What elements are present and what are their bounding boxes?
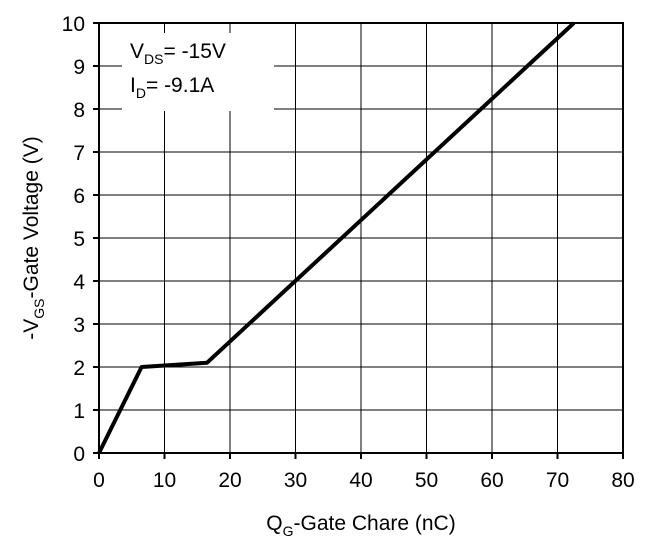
- annotation-id-sub: D: [136, 85, 146, 101]
- y-tick-label-2: 2: [73, 357, 85, 380]
- x-tick-label-0: 0: [93, 469, 105, 492]
- y-tick-label-3: 3: [73, 314, 85, 337]
- x-tick-label-40: 40: [349, 469, 372, 492]
- y-axis-title-sub: GS: [31, 299, 47, 319]
- annotation-vds-main: V: [130, 40, 144, 63]
- annotation-background: [122, 33, 274, 111]
- y-tick-labels: 0 1 2 3 4 5 6 7 8 9 10: [62, 13, 86, 466]
- annotation-id-main: I: [130, 74, 136, 97]
- x-axis-title: QG-Gate Chare (nC): [266, 512, 455, 538]
- annotation-vds-value: = -15V: [163, 40, 225, 63]
- x-tick-label-60: 60: [480, 469, 503, 492]
- x-tick-label-70: 70: [546, 469, 569, 492]
- annotation-id-value: = -9.1A: [146, 74, 214, 97]
- annotation-vds-sub: DS: [144, 51, 163, 67]
- x-tick-label-30: 30: [284, 469, 307, 492]
- y-axis-title-rest: -Gate Voltage (V): [20, 136, 43, 298]
- series-line-0: [97, 21, 576, 454]
- y-tick-label-0: 0: [73, 443, 85, 466]
- x-axis-title-rest: -Gate Chare (nC): [294, 512, 456, 535]
- annotation-id: ID= -9.1A: [130, 74, 214, 101]
- x-tick-labels: 0 10 20 30 40 50 60 70 80: [93, 469, 635, 492]
- x-tick-label-80: 80: [611, 469, 634, 492]
- annotation-vds: VDS= -15V: [130, 40, 226, 67]
- y-tick-label-10: 10: [62, 13, 85, 36]
- grid-lines: [99, 23, 623, 453]
- data-series: [97, 21, 576, 454]
- x-tick-label-10: 10: [153, 469, 176, 492]
- y-tick-label-1: 1: [73, 400, 85, 423]
- y-tick-label-6: 6: [73, 185, 85, 208]
- y-axis-title: -VGS-Gate Voltage (V): [20, 136, 47, 339]
- y-tick-label-8: 8: [73, 99, 85, 122]
- y-tick-label-9: 9: [73, 56, 85, 79]
- tick-marks: [93, 22, 624, 459]
- x-axis-title-sub: G: [283, 523, 294, 538]
- y-tick-label-5: 5: [73, 228, 85, 251]
- y-axis-title-pre: -V: [20, 319, 43, 340]
- x-tick-label-20: 20: [218, 469, 241, 492]
- x-axis-title-main: Q: [266, 512, 282, 535]
- y-tick-label-7: 7: [73, 142, 85, 165]
- x-tick-label-50: 50: [415, 469, 438, 492]
- y-tick-label-4: 4: [73, 271, 85, 294]
